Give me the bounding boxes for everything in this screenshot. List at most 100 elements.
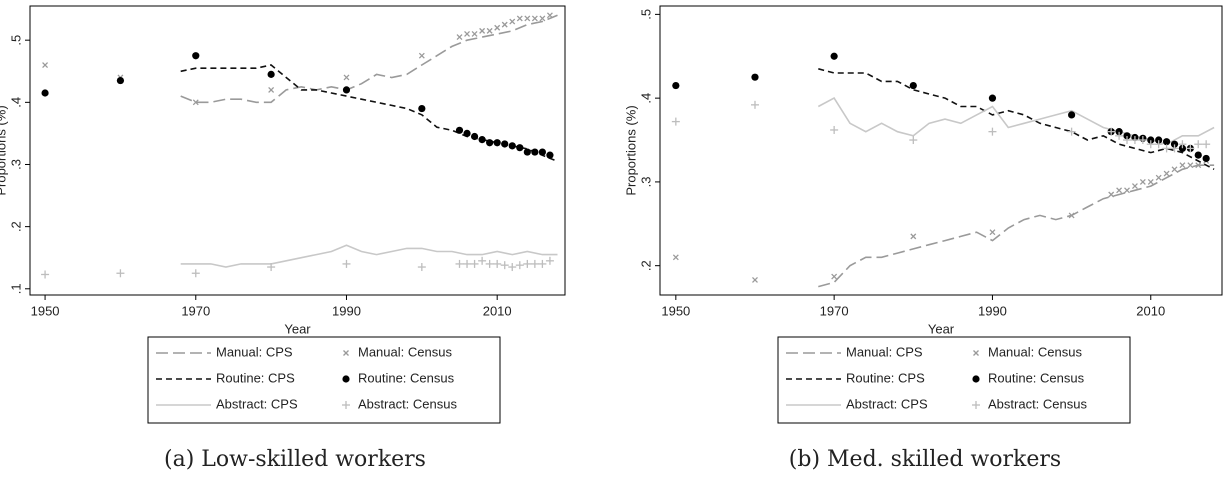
- legend-label: Manual: Census: [988, 344, 1082, 359]
- dot: [1178, 144, 1187, 153]
- dot: [1202, 154, 1210, 163]
- marker: [546, 12, 553, 19]
- marker: [342, 401, 350, 409]
- y-tick-label: .4: [8, 97, 23, 108]
- marker: [1155, 174, 1162, 181]
- series-line: [818, 68, 1215, 171]
- marker: [988, 94, 997, 102]
- marker: [464, 31, 471, 37]
- marker: [524, 15, 531, 22]
- marker: [1202, 154, 1210, 163]
- caption: (b) Med. skilled workers: [789, 447, 1061, 472]
- x-stroke: [343, 74, 350, 81]
- y-tick-label: .5: [638, 9, 653, 20]
- dot: [1194, 151, 1202, 159]
- marker: [831, 273, 838, 280]
- marker: [191, 269, 200, 278]
- marker: [500, 261, 509, 270]
- legend-label: Abstract: Census: [988, 396, 1087, 411]
- marker: [1178, 140, 1187, 149]
- marker: [1116, 187, 1123, 194]
- x-stroke: [1155, 174, 1162, 181]
- marker: [830, 125, 839, 134]
- y-tick-label: .3: [8, 159, 23, 170]
- dot: [41, 89, 49, 97]
- marker: [1130, 136, 1139, 145]
- marker: [267, 263, 276, 272]
- marker: [1154, 140, 1163, 149]
- x-stroke: [910, 233, 917, 240]
- x-tick-label: 1990: [332, 303, 361, 318]
- x-stroke: [531, 15, 538, 22]
- marker: [972, 375, 980, 383]
- x-stroke: [1108, 191, 1115, 198]
- marker: [342, 259, 351, 268]
- series-line: [180, 244, 558, 268]
- marker: [501, 140, 509, 148]
- marker: [342, 375, 350, 383]
- marker: [1067, 127, 1076, 136]
- marker: [1187, 162, 1194, 169]
- marker: [456, 34, 463, 41]
- x-stroke: [268, 86, 275, 93]
- marker: [478, 136, 486, 144]
- marker: [41, 270, 50, 279]
- marker: [470, 132, 479, 141]
- dot: [1115, 128, 1123, 136]
- marker: [1068, 212, 1075, 219]
- x-stroke: [1147, 178, 1154, 185]
- dot: [516, 144, 524, 152]
- marker: [1170, 140, 1179, 148]
- legend-label: Routine: CPS: [846, 370, 925, 385]
- x-axis-label: Year: [928, 321, 955, 336]
- x-stroke: [752, 276, 758, 283]
- y-tick-label: .2: [8, 221, 23, 232]
- x-stroke: [524, 15, 531, 22]
- marker: [531, 148, 539, 156]
- marker: [1155, 136, 1163, 144]
- marker: [1124, 187, 1130, 194]
- x-tick-label: 2010: [1136, 303, 1165, 318]
- dot: [486, 139, 494, 147]
- x-stroke: [973, 350, 979, 356]
- marker: [523, 259, 532, 268]
- x-stroke: [418, 52, 425, 59]
- marker: [342, 86, 351, 94]
- x-tick-label: 1970: [820, 303, 849, 318]
- marker: [1194, 140, 1203, 149]
- legend-box: [777, 336, 1131, 424]
- marker: [530, 259, 539, 268]
- marker: [493, 259, 502, 268]
- marker: [1068, 111, 1076, 119]
- x-stroke: [471, 31, 478, 37]
- legend-label: Routine: CPS: [216, 370, 295, 385]
- dot: [830, 52, 838, 60]
- marker: [455, 126, 464, 134]
- x-stroke: [1187, 162, 1194, 169]
- marker: [1171, 166, 1178, 173]
- marker: [910, 233, 917, 240]
- marker: [509, 18, 516, 25]
- dot: [1162, 138, 1171, 146]
- dot: [909, 81, 917, 90]
- dot: [1068, 111, 1076, 119]
- x-tick-label: 2010: [483, 303, 512, 318]
- dot: [672, 81, 680, 90]
- x-stroke: [1179, 162, 1186, 169]
- marker: [267, 70, 275, 78]
- marker: [455, 259, 464, 268]
- marker: [418, 104, 426, 113]
- dot: [508, 142, 516, 150]
- dot: [531, 148, 539, 156]
- marker: [486, 27, 493, 34]
- x-stroke: [464, 31, 471, 37]
- x-stroke: [1116, 187, 1123, 194]
- legend-label: Abstract: Census: [358, 396, 457, 411]
- x-tick-label: 1970: [181, 303, 210, 318]
- caption: (a) Low-skilled workers: [164, 447, 426, 472]
- marker: [508, 142, 516, 150]
- dot: [342, 375, 350, 383]
- series-line: [817, 97, 1215, 146]
- series-line: [180, 14, 558, 104]
